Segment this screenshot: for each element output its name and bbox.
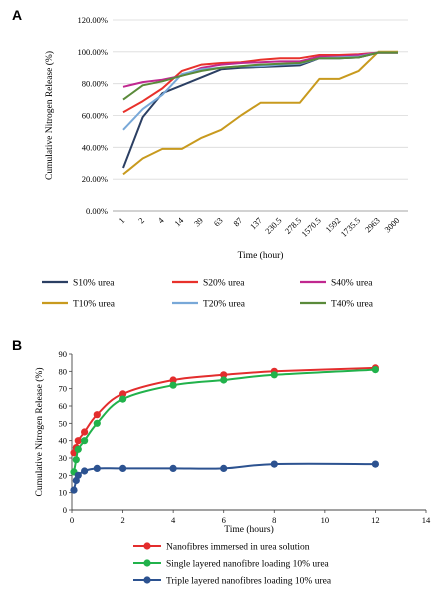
y-tick-label-a: 60.00%: [82, 111, 108, 121]
x-tick-label-b: 0: [70, 515, 74, 525]
y-tick-label-b: 70: [59, 384, 68, 394]
x-tick-label-a: 63: [212, 215, 225, 228]
data-point-b: [81, 428, 89, 436]
series-line-a: [122, 51, 398, 101]
series-line-b: [73, 368, 376, 473]
grid-a: [113, 19, 408, 212]
y-tick-label-b: 0: [63, 505, 67, 515]
x-axis-title-a: Time (hour): [238, 250, 284, 261]
data-point-b: [169, 381, 177, 389]
data-point-b: [169, 376, 177, 384]
x-tick-label-a: 39: [192, 215, 205, 228]
x-tick-label-a: 137: [248, 215, 264, 231]
series-lines-b: [70, 364, 379, 494]
data-point-b: [119, 464, 127, 472]
x-tick-label-a: 1: [116, 215, 126, 225]
y-tick-label-b: 90: [59, 349, 68, 359]
series-line-a: [122, 51, 398, 114]
y-tick-label-b: 30: [59, 453, 68, 463]
legend-label-b: Triple layered nanofibres loading 10% ur…: [166, 576, 332, 587]
legend-label-a: S10% urea: [73, 279, 115, 289]
y-tick-label-b: 60: [59, 401, 68, 411]
chart-a: A 0.00%20.00%40.00%60.00%80.00%100.00%12…: [12, 7, 408, 310]
data-point-b: [81, 437, 89, 445]
x-tick-label-a: 1570.5: [299, 215, 323, 239]
legend-b: Nanofibres immersed in urea solution Sing…: [133, 542, 332, 587]
x-tick-label-b: 14: [422, 515, 431, 525]
data-point-b: [119, 390, 127, 398]
x-tick-label-a: 1735.5: [339, 215, 363, 239]
series-line-a: [122, 50, 398, 176]
y-tick-label-a: 80.00%: [82, 79, 108, 89]
data-point-b: [220, 376, 228, 384]
y-tick-label-b: 10: [59, 488, 68, 498]
x-tick-label-a: 4: [156, 215, 167, 226]
legend-marker-b: [143, 559, 151, 567]
x-axis-title-b: Time (hours): [224, 524, 274, 535]
legend-marker-b: [143, 576, 151, 584]
legend-label-b: Single layered nanofibre loading 10% ure…: [166, 559, 330, 570]
data-point-b: [93, 419, 101, 427]
data-point-b: [270, 371, 278, 379]
data-point-b: [371, 460, 379, 468]
y-tick-label-a: 0.00%: [86, 206, 108, 216]
y-tick-label-b: 20: [59, 470, 68, 480]
panel-label-a: A: [12, 7, 22, 23]
legend-a: S10% urea S20% urea S40% urea T10% urea T20%…: [42, 279, 374, 310]
y-tick-label-b: 80: [59, 366, 68, 376]
data-point-b: [220, 371, 228, 379]
legend-label-a: T40% urea: [331, 300, 374, 310]
legend-label-a: S20% urea: [203, 279, 245, 289]
x-tick-label-b: 2: [120, 515, 124, 525]
x-tick-label-a: 87: [231, 215, 244, 228]
x-tick-label-b: 10: [321, 515, 330, 525]
x-tick-label-b: 6: [222, 515, 226, 525]
y-axis-title-b: Cumulative Nitrogen Release (%): [34, 367, 45, 496]
series-line-a: [122, 51, 398, 169]
y-tick-label-b: 40: [59, 436, 68, 446]
data-point-b: [74, 437, 82, 445]
legend-label-b: Nanofibres immersed in urea solution: [166, 542, 310, 553]
series-lines-a: [122, 50, 398, 176]
x-tick-label-a: 2: [136, 215, 146, 225]
legend-label-a: T10% urea: [73, 300, 116, 310]
x-tick-label-b: 8: [272, 515, 276, 525]
x-tick-label-b: 4: [171, 515, 176, 525]
data-point-b: [371, 366, 379, 374]
data-point-b: [70, 486, 78, 494]
y-tick-label-a: 100.00%: [78, 47, 108, 57]
y-tick-label-a: 40.00%: [82, 142, 108, 152]
legend-label-a: T20% urea: [203, 300, 246, 310]
data-point-b: [81, 467, 89, 475]
data-point-b: [72, 456, 80, 464]
data-point-b: [270, 460, 278, 468]
legend-label-a: S40% urea: [331, 279, 373, 289]
data-point-b: [74, 471, 82, 479]
x-tick-label-b: 12: [371, 515, 380, 525]
data-point-b: [93, 411, 101, 419]
data-point-b: [93, 464, 101, 472]
data-point-b: [119, 395, 127, 403]
y-tick-labels-a: 0.00% 20.00% 40.00% 60.00% 80.00% 100.00% 120.…: [78, 15, 108, 216]
x-tick-label-a: 230.5: [263, 215, 284, 236]
series-line-a: [122, 51, 398, 88]
panel-label-b: B: [12, 337, 22, 353]
data-point-b: [74, 445, 82, 453]
y-tick-label-a: 120.00%: [78, 15, 108, 25]
y-tick-label-b: 50: [59, 418, 68, 428]
x-tick-label-a: 3000: [382, 215, 401, 234]
data-point-b: [169, 464, 177, 472]
y-tick-label-a: 20.00%: [82, 174, 108, 184]
legend-marker-b: [143, 542, 151, 550]
x-tick-label-a: 2963: [363, 215, 382, 234]
y-tick-labels-b: 0 10 20 30 40 50 60 70 80 90: [59, 349, 68, 515]
axes-b: [69, 353, 427, 513]
x-tick-labels-b: 0 2 4 6 8 10 12 14: [70, 515, 431, 525]
y-axis-title-a: Cumulative Nitrogen Release (%): [44, 51, 55, 180]
x-tick-label-a: 14: [172, 215, 186, 229]
chart-b: B 0 10 20 30 40 50 60 70 80 90 0 2 4 6 8 10 12 14 Cumula…: [12, 337, 431, 587]
data-point-b: [220, 464, 228, 472]
